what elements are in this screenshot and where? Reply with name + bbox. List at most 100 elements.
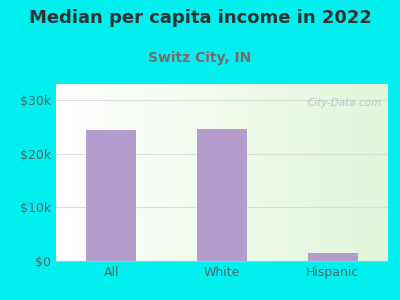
- Bar: [192, 84, 194, 261]
- Bar: [362, 84, 363, 261]
- Bar: [69, 84, 71, 261]
- Bar: [312, 84, 313, 261]
- Bar: [353, 84, 355, 261]
- Bar: [137, 84, 139, 261]
- Bar: [234, 84, 235, 261]
- Bar: [254, 84, 255, 261]
- Bar: [79, 84, 81, 261]
- Bar: [182, 84, 184, 261]
- Bar: [335, 84, 336, 261]
- Bar: [109, 84, 111, 261]
- Bar: [190, 84, 192, 261]
- Bar: [116, 84, 118, 261]
- Bar: [302, 84, 303, 261]
- Bar: [210, 84, 212, 261]
- Bar: [275, 84, 277, 261]
- Bar: [313, 84, 315, 261]
- Bar: [322, 84, 323, 261]
- Bar: [204, 84, 206, 261]
- Bar: [156, 84, 157, 261]
- Bar: [252, 84, 254, 261]
- Bar: [317, 84, 318, 261]
- Bar: [258, 84, 260, 261]
- Bar: [81, 84, 82, 261]
- Bar: [196, 84, 197, 261]
- Bar: [381, 84, 383, 261]
- Bar: [268, 84, 270, 261]
- Bar: [179, 84, 180, 261]
- Bar: [147, 84, 149, 261]
- Bar: [242, 84, 244, 261]
- Bar: [82, 84, 84, 261]
- Bar: [232, 84, 234, 261]
- Bar: [121, 84, 122, 261]
- Bar: [71, 84, 73, 261]
- Bar: [106, 84, 108, 261]
- Bar: [154, 84, 156, 261]
- Bar: [380, 84, 381, 261]
- Bar: [84, 84, 86, 261]
- Bar: [146, 84, 147, 261]
- Bar: [336, 84, 338, 261]
- Bar: [149, 84, 151, 261]
- Bar: [164, 84, 166, 261]
- Bar: [297, 84, 298, 261]
- Bar: [170, 84, 172, 261]
- Bar: [99, 84, 101, 261]
- Bar: [98, 84, 99, 261]
- Bar: [280, 84, 282, 261]
- Bar: [293, 84, 295, 261]
- Bar: [59, 84, 61, 261]
- Bar: [237, 84, 238, 261]
- Bar: [318, 84, 320, 261]
- Bar: [108, 84, 109, 261]
- Bar: [287, 84, 288, 261]
- Bar: [61, 84, 63, 261]
- Bar: [262, 84, 264, 261]
- Bar: [141, 84, 142, 261]
- Bar: [277, 84, 278, 261]
- Bar: [383, 84, 385, 261]
- Bar: [255, 84, 257, 261]
- Bar: [342, 84, 343, 261]
- Bar: [244, 84, 245, 261]
- Bar: [346, 84, 348, 261]
- Bar: [127, 84, 129, 261]
- Bar: [118, 84, 119, 261]
- Bar: [288, 84, 290, 261]
- Bar: [194, 84, 196, 261]
- Bar: [303, 84, 305, 261]
- Bar: [332, 84, 333, 261]
- Bar: [151, 84, 152, 261]
- Bar: [274, 84, 275, 261]
- Bar: [92, 84, 94, 261]
- Bar: [189, 84, 190, 261]
- Bar: [144, 84, 146, 261]
- Bar: [307, 84, 308, 261]
- Bar: [224, 84, 225, 261]
- Bar: [86, 84, 88, 261]
- Bar: [371, 84, 373, 261]
- Bar: [66, 84, 68, 261]
- Bar: [340, 84, 342, 261]
- Bar: [350, 84, 352, 261]
- Bar: [58, 84, 59, 261]
- Bar: [245, 84, 247, 261]
- Bar: [68, 84, 69, 261]
- Bar: [160, 84, 162, 261]
- Bar: [284, 84, 285, 261]
- Bar: [230, 84, 232, 261]
- Bar: [320, 84, 322, 261]
- Text: City-Data.com: City-Data.com: [307, 98, 381, 108]
- Bar: [376, 84, 378, 261]
- Bar: [235, 84, 237, 261]
- Bar: [159, 84, 160, 261]
- Bar: [238, 84, 240, 261]
- Bar: [136, 84, 137, 261]
- Bar: [96, 84, 98, 261]
- Bar: [167, 84, 169, 261]
- Bar: [74, 84, 76, 261]
- Bar: [197, 128, 247, 261]
- Bar: [240, 84, 242, 261]
- Bar: [298, 84, 300, 261]
